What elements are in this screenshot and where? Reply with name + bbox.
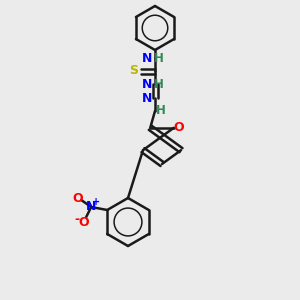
Text: S: S	[130, 64, 139, 77]
Text: O: O	[72, 191, 83, 205]
Text: H: H	[154, 77, 164, 91]
Text: O: O	[173, 121, 184, 134]
Text: N: N	[142, 77, 152, 91]
Text: -: -	[75, 214, 80, 226]
Text: N: N	[142, 92, 152, 104]
Text: O: O	[78, 215, 88, 229]
Text: N: N	[86, 200, 96, 214]
Text: +: +	[92, 197, 100, 207]
Text: N: N	[142, 52, 152, 65]
Text: H: H	[156, 104, 166, 118]
Text: H: H	[154, 52, 164, 65]
